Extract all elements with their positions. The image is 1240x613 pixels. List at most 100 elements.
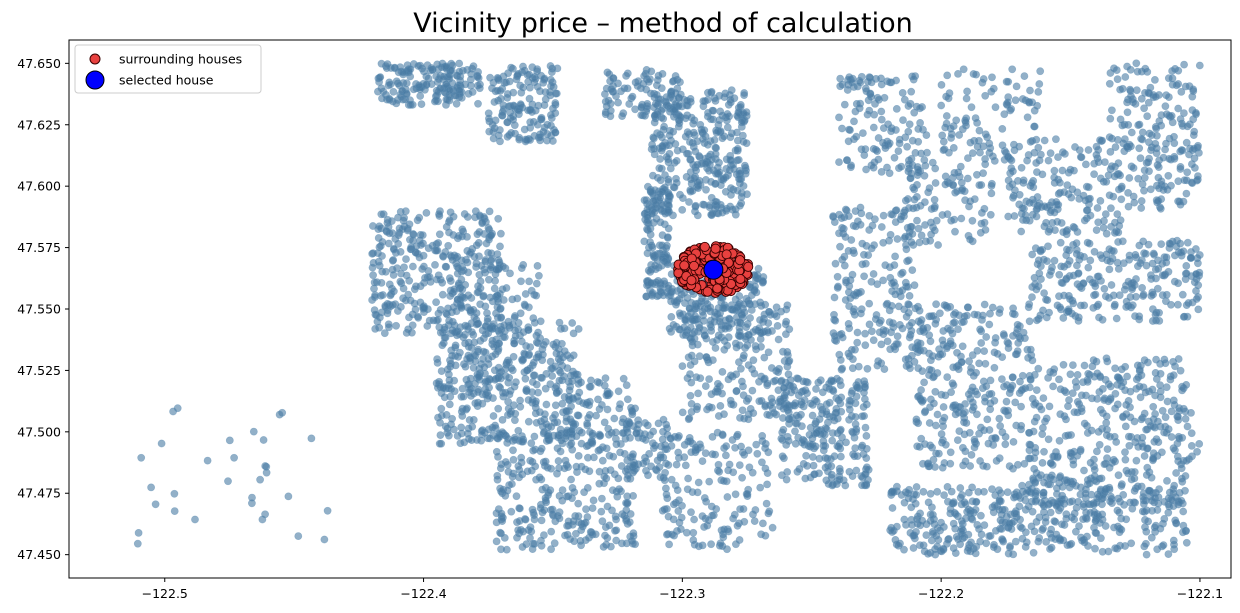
house-point [659, 415, 668, 424]
house-point [1013, 347, 1022, 355]
house-point [384, 320, 393, 329]
house-point [555, 491, 564, 500]
house-point [952, 116, 961, 125]
house-point [922, 131, 931, 139]
house-point [511, 416, 519, 425]
house-point [646, 279, 655, 287]
house-point [1008, 381, 1017, 390]
house-point [1049, 382, 1057, 391]
house-point [619, 414, 628, 423]
house-point [1116, 85, 1124, 94]
house-point [647, 188, 655, 196]
house-point [608, 486, 617, 495]
house-point [975, 136, 983, 145]
house-point [869, 123, 878, 132]
house-point [1059, 314, 1068, 322]
house-point [1057, 262, 1066, 271]
house-point [819, 437, 828, 446]
house-point [1086, 256, 1095, 265]
house-point [846, 126, 854, 135]
house-point [689, 536, 698, 544]
house-point [663, 233, 672, 241]
house-point [452, 99, 461, 108]
house-point [1100, 284, 1109, 293]
house-point [1095, 388, 1104, 396]
house-point [860, 412, 868, 420]
house-point [856, 99, 865, 108]
house-point [1170, 132, 1178, 141]
house-point [470, 313, 479, 321]
house-point [663, 494, 672, 503]
house-point [956, 484, 965, 492]
house-point [494, 214, 503, 223]
house-point [606, 112, 615, 121]
house-point [874, 134, 883, 142]
house-point [686, 391, 695, 400]
house-point [751, 300, 759, 308]
house-point [838, 364, 847, 373]
house-point [736, 201, 744, 210]
house-point [668, 77, 677, 86]
house-point [718, 430, 727, 439]
house-point [934, 536, 943, 544]
house-point [761, 402, 770, 411]
house-point [906, 364, 914, 373]
house-point [892, 540, 901, 549]
house-point [1133, 67, 1142, 76]
house-point [464, 291, 473, 300]
house-point [847, 161, 855, 170]
house-point [717, 181, 725, 189]
house-point [439, 339, 448, 347]
house-point [664, 512, 673, 521]
house-point [673, 84, 682, 93]
house-point [1160, 515, 1169, 523]
house-point [853, 328, 862, 337]
house-point [534, 328, 542, 337]
house-point [1194, 305, 1203, 314]
house-point [732, 370, 741, 379]
house-point [879, 238, 888, 247]
house-point [483, 309, 491, 317]
house-point [417, 100, 426, 108]
house-point [915, 238, 924, 247]
house-point [1075, 255, 1084, 264]
house-point [474, 74, 483, 82]
house-point [931, 319, 940, 328]
house-point [1040, 478, 1048, 487]
house-point [1028, 293, 1036, 301]
house-point [1177, 464, 1186, 473]
house-point [713, 385, 722, 393]
house-point [980, 204, 989, 213]
house-point [731, 306, 740, 315]
house-point [633, 425, 641, 434]
house-point [983, 415, 992, 424]
house-point [445, 216, 454, 224]
house-point [392, 321, 400, 330]
house-point [401, 207, 410, 216]
house-point [877, 80, 886, 89]
house-point [733, 430, 742, 439]
house-point [1155, 117, 1164, 125]
house-point [888, 279, 896, 288]
house-point [981, 225, 990, 234]
house-point [500, 333, 509, 342]
house-point [684, 437, 693, 446]
house-point [679, 194, 687, 202]
house-point [1033, 101, 1042, 110]
house-point [1140, 104, 1148, 113]
house-point [598, 494, 606, 503]
house-point [968, 398, 977, 407]
house-point [879, 330, 888, 339]
house-point [700, 126, 709, 135]
house-point [416, 92, 425, 100]
house-point [1038, 170, 1047, 179]
house-point [830, 332, 839, 340]
house-point [675, 309, 684, 318]
house-point [1066, 452, 1075, 461]
house-point [493, 471, 502, 480]
house-point [446, 292, 455, 300]
house-point [952, 405, 960, 414]
house-point [1009, 437, 1018, 446]
house-point [974, 487, 983, 496]
house-point [508, 320, 517, 329]
